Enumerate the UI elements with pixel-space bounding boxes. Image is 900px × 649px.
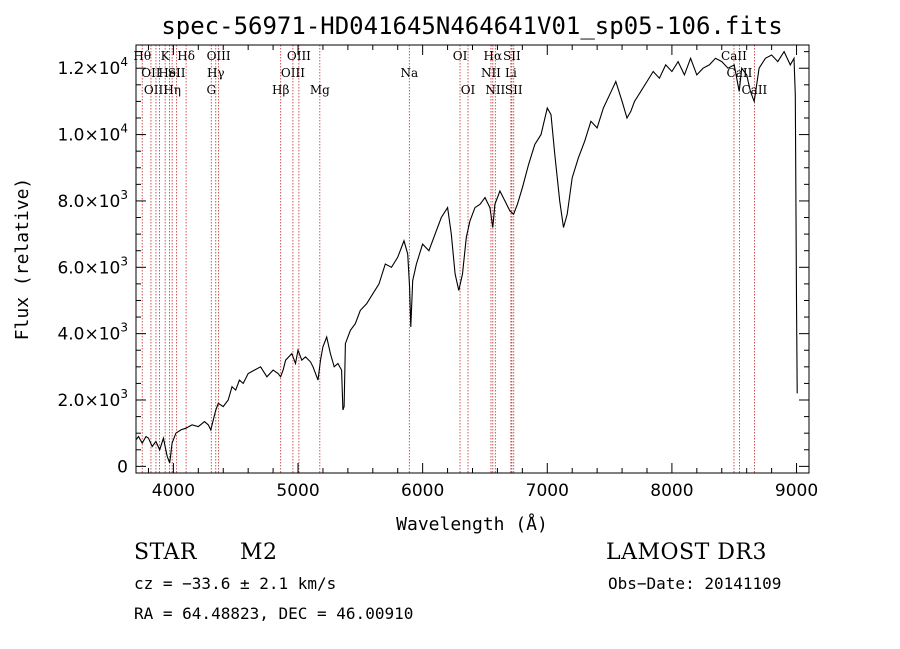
line-label: OIII [287, 49, 311, 63]
line-label: Hθ [133, 49, 151, 63]
spectral-line-markers [141, 45, 755, 473]
line-label: SII [505, 83, 523, 97]
x-tick-label: 5000 [276, 481, 319, 501]
line-label: Hη [163, 83, 181, 97]
y-axis-label: Flux (relative) [12, 178, 33, 341]
redshift-cz: cz = −33.6 ± 2.1 km/s [134, 574, 337, 593]
line-label: CaII [741, 83, 767, 97]
line-label: OI [453, 49, 468, 63]
object-subclass: M2 [240, 540, 278, 565]
spectral-line-labels: Hθ OII OIII K HeI Hη SII Hδ G Hγ OIII Hβ OIII OIII Mg N… [133, 49, 767, 97]
line-label: Na [400, 66, 418, 80]
plot-frame [135, 44, 810, 474]
line-label: Hβ [272, 83, 289, 97]
survey-name: LAMOST DR3 [606, 540, 767, 565]
line-label: HeI [158, 66, 181, 80]
coordinates: RA = 64.48823, DEC = 46.00910 [134, 604, 414, 623]
line-label: Hγ [207, 66, 225, 80]
line-label: Hδ [177, 49, 195, 63]
y-axis: 0 2.0×103 4.0×103 6.0×103 8.0×103 1.0×104 1.2×… [57, 51, 809, 477]
line-label: OI [461, 83, 476, 97]
y-tick-label: 0 [117, 457, 128, 477]
x-tick-label: 4000 [152, 481, 195, 501]
line-label: SII [168, 66, 186, 80]
object-class: STAR [134, 540, 197, 565]
line-label: OIII [207, 49, 231, 63]
line-label: OIII [281, 66, 305, 80]
y-tick-label: 2.0×103 [57, 387, 128, 411]
line-label: Hα [484, 49, 503, 63]
spectrum-line [135, 50, 798, 464]
line-label: G [206, 83, 216, 97]
line-label: CaII [721, 49, 747, 63]
observation-date: Obs−Date: 20141109 [608, 574, 782, 593]
line-label: OIII [144, 83, 168, 97]
x-axis-label: Wavelength (Å) [396, 513, 548, 535]
x-tick-label: 8000 [650, 481, 693, 501]
line-label: NII [485, 83, 505, 97]
line-label: SII [503, 49, 521, 63]
x-axis: 4000 5000 6000 7000 8000 9000 [147, 45, 818, 501]
line-label: NII [481, 66, 501, 80]
y-tick-label: 6.0×103 [57, 254, 128, 278]
chart-title: spec-56971-HD041645N464641V01_sp05-106.f… [161, 12, 782, 40]
y-tick-label: 1.2×104 [57, 55, 128, 79]
x-tick-label: 9000 [775, 481, 818, 501]
line-label: CaII [727, 66, 753, 80]
line-label: OII [141, 66, 161, 80]
line-label: Mg [310, 83, 330, 97]
x-tick-label: 7000 [526, 481, 569, 501]
line-label: Li [505, 66, 517, 80]
y-tick-label: 1.0×104 [57, 122, 128, 146]
y-tick-label: 8.0×103 [57, 188, 128, 212]
line-label: K [161, 49, 171, 63]
x-tick-label: 6000 [401, 481, 444, 501]
y-tick-label: 4.0×103 [57, 321, 128, 345]
